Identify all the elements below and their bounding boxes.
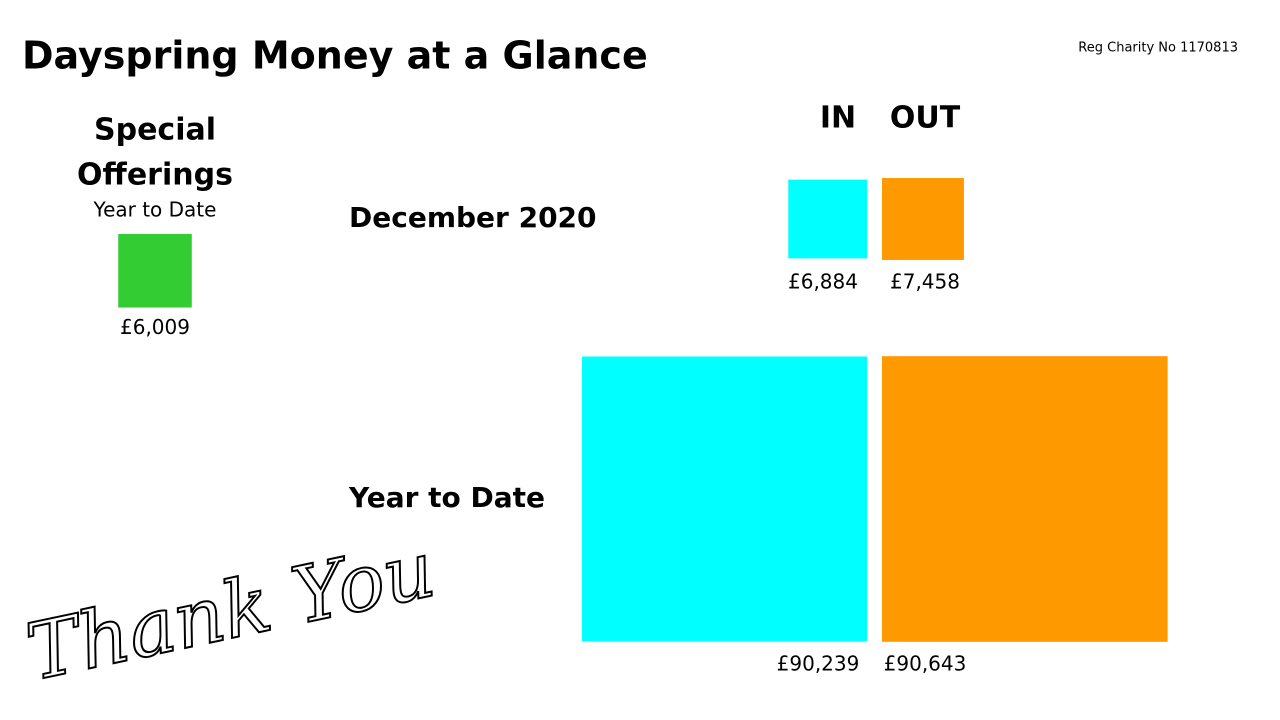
square: [788, 179, 867, 259]
square: [582, 356, 867, 642]
row-label: Year to Date: [348, 481, 545, 514]
square: [882, 356, 1168, 642]
title: Dayspring Money at a Glance: [22, 34, 648, 78]
special-title: Special: [94, 113, 216, 148]
special-square: [118, 234, 192, 308]
value-label: £7,458: [890, 269, 960, 293]
value-label: £6,884: [788, 269, 858, 293]
row-label: December 2020: [349, 201, 597, 234]
value-label: £90,239: [777, 651, 860, 675]
column-header: OUT: [890, 101, 961, 136]
special-value: £6,009: [120, 315, 190, 339]
value-label: £90,643: [884, 651, 967, 675]
thank-you: Thank You: [20, 525, 443, 699]
charity-number: Reg Charity No 1170813: [1078, 41, 1238, 56]
special-title: Offerings: [77, 158, 233, 193]
special-subtitle: Year to Date: [93, 198, 217, 222]
column-header: IN: [820, 101, 856, 136]
square: [882, 178, 964, 260]
